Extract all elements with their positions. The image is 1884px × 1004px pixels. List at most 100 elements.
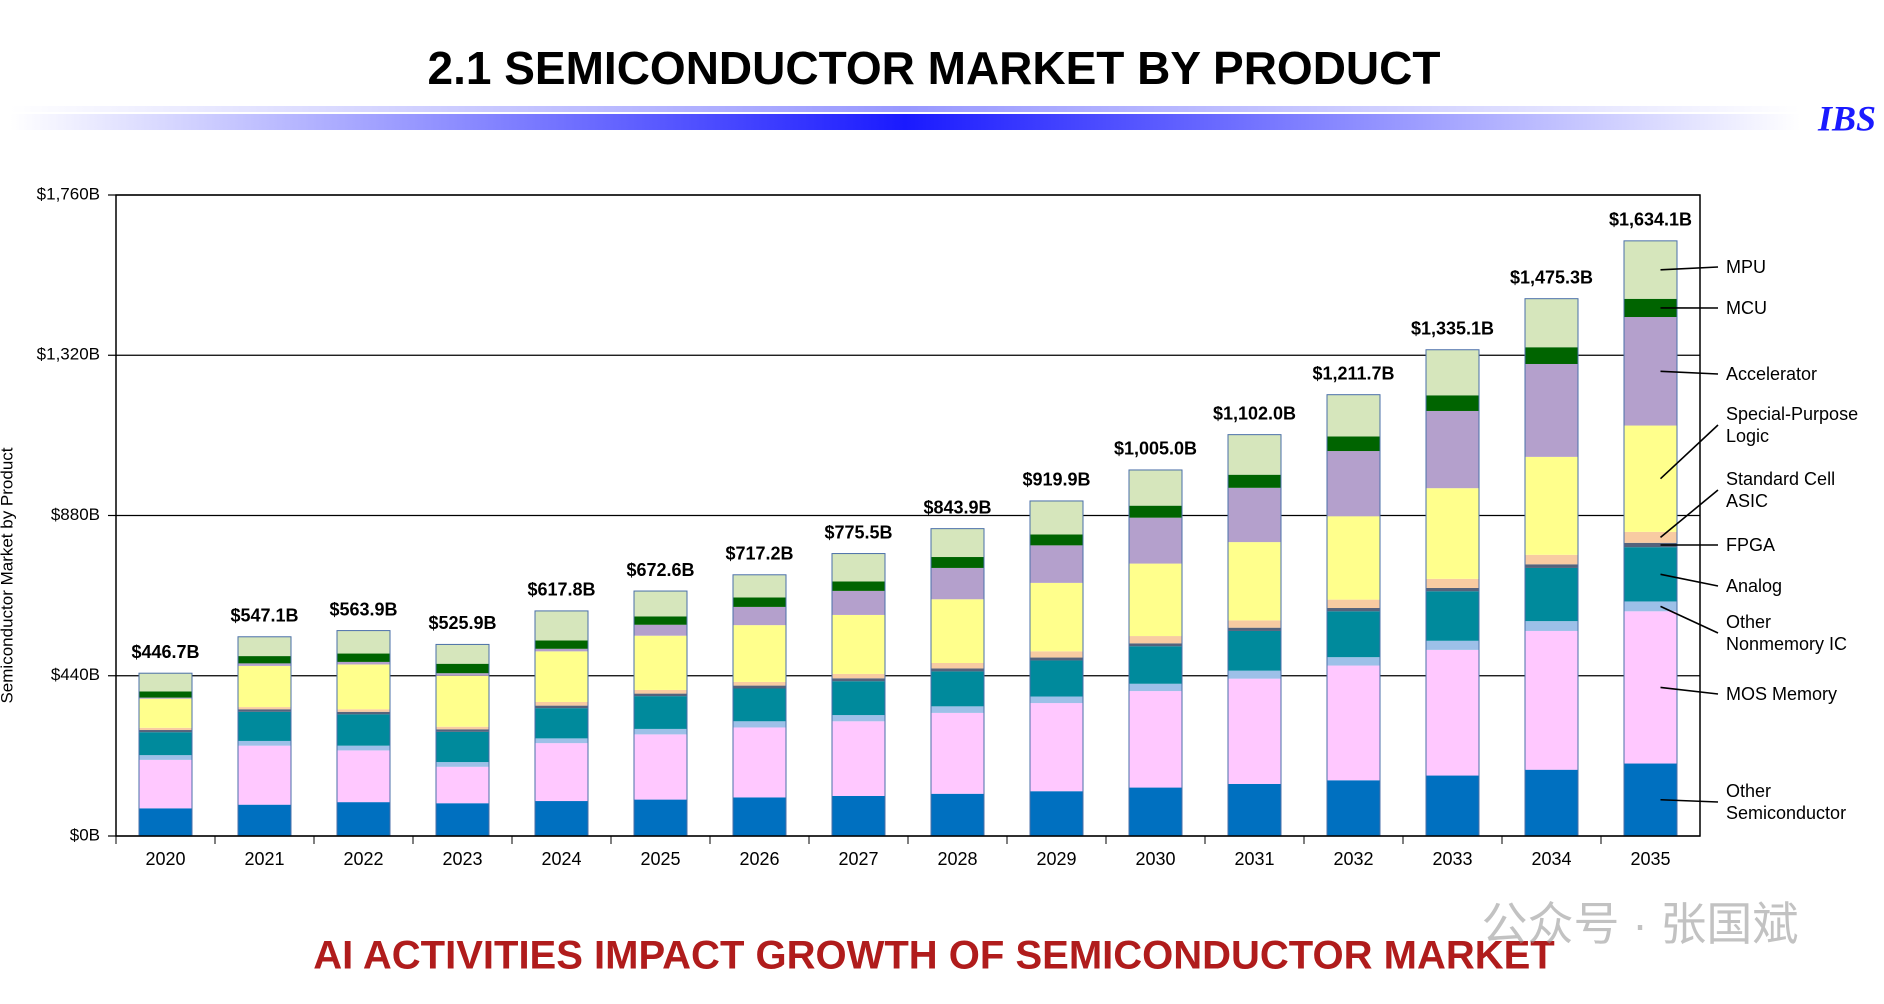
x-tick-label: 2028 [937,849,977,869]
header-band [10,114,1800,130]
leader-line [1659,489,1719,538]
bar-segment [1426,640,1479,650]
legend-entry: Other Semiconductor [1726,781,1847,823]
bar-segment [832,553,885,582]
bar-segment [1030,703,1083,792]
bar-segment [1624,425,1677,532]
bar-segment [931,668,984,672]
total-label: $1,211.7B [1312,363,1394,383]
bar-segment [1228,670,1281,679]
bar-segment [1426,395,1479,411]
bar-segment [1426,488,1479,579]
bar-segment [139,691,192,698]
bar-segment [1327,608,1380,612]
bar-segment [535,801,588,836]
x-tick-label: 2030 [1135,849,1175,869]
bar-segment [1525,769,1578,836]
brand: IBS [1817,98,1876,138]
x-tick-label: 2029 [1036,849,1076,869]
leader-line [1660,266,1719,271]
y-tick-label: $440B [51,665,100,684]
bar-segment [733,685,786,689]
bar-segment [1327,611,1380,658]
bar-segment [238,709,291,712]
bar-segment [1426,775,1479,836]
legend-entry: Special-Purpose Logic [1726,404,1859,446]
bar-segment [238,636,291,657]
leader-line [1660,573,1719,587]
bar-segment [535,708,588,739]
bar-segment [238,656,291,664]
bar-segment [832,681,885,716]
legend-entry: Other Nonmemory IC [1726,612,1848,654]
legend-entry: MPU [1726,257,1766,277]
bar-segment [832,590,885,615]
total-label: $672.6B [626,560,694,580]
legend-entry: MOS Memory [1726,684,1838,704]
x-tick-label: 2027 [838,849,878,869]
bar-segment [139,732,192,756]
bar-segment [436,762,489,767]
bar-segment [337,709,390,712]
bar-segment [733,597,786,607]
bar-segment [1624,611,1677,764]
legend-entry: Standard Cell ASIC [1726,469,1836,511]
bar-segment [832,581,885,591]
chart-title: 2.1 SEMICONDUCTOR MARKET BY PRODUCT [428,42,1441,94]
bar-segment [1129,787,1182,836]
bar-segment [238,663,291,666]
bar-segment [1327,436,1380,452]
total-label: $843.9B [923,497,991,517]
bar-segment [1129,643,1182,647]
x-tick-label: 2023 [442,849,482,869]
bar-segment [337,714,390,746]
bar-segment [535,743,588,802]
bar-segment [337,653,390,662]
bar-segment [535,738,588,744]
plot-frame [115,194,1701,837]
bar-segment [1129,469,1182,506]
bar-segment [1129,517,1182,564]
y-tick-label: $0B [70,825,100,844]
bar-segment [139,808,192,836]
bar-segment [1327,599,1380,609]
y-tick-label: $1,320B [37,345,100,364]
bar-segment [931,793,984,836]
bar-segment [1228,678,1281,784]
header-band [10,106,1800,112]
bar-segment [1624,542,1677,548]
bar-segment [1426,578,1479,588]
bar-segment [1525,630,1578,770]
bar-segment [1525,456,1578,555]
bar-segment [832,715,885,722]
bar-segment [1426,649,1479,776]
bar-segment [436,729,489,732]
bar-segment [436,644,489,664]
leader-line [1660,798,1719,803]
bar-segment [1228,474,1281,488]
bar-segment [832,795,885,836]
bar-segment [436,766,489,804]
y-tick-label: $880B [51,505,100,524]
bar-segment [337,802,390,836]
bar-segment [832,721,885,796]
bar-segment [634,734,687,800]
bar-segment [535,705,588,709]
x-tick-label: 2025 [640,849,680,869]
bar-segment [634,689,687,694]
bar-segment [1426,591,1479,641]
bar-segment [931,712,984,794]
bar-segment [238,707,291,710]
bar-segment [1030,545,1083,583]
bar-segment [1426,410,1479,489]
x-tick-label: 2035 [1630,849,1670,869]
bar-segment [634,635,687,690]
x-tick-label: 2032 [1333,849,1373,869]
bar-segment [436,663,489,674]
watermark: 公众号 · 张国斌 [1482,898,1799,950]
legend-entry: MCU [1726,298,1767,318]
legend-entry: FPGA [1726,535,1776,555]
bar-segment [1525,363,1578,457]
bar-segment [1624,547,1677,602]
